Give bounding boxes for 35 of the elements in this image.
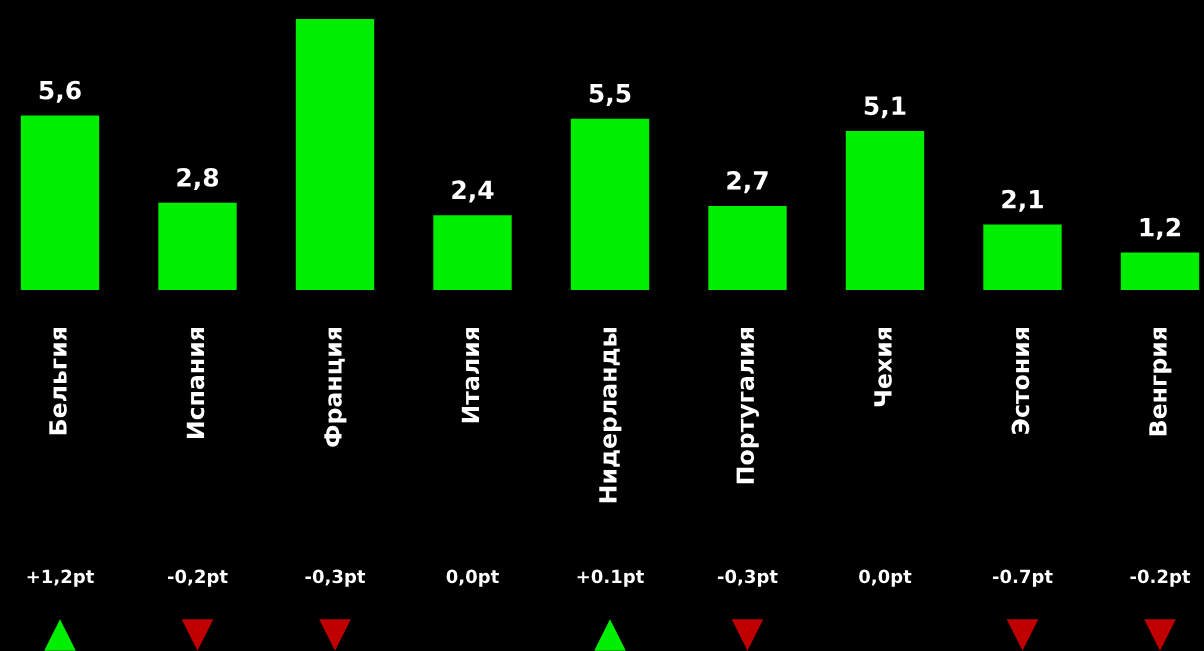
data-label: 5,5: [589, 84, 631, 106]
bar: [845, 131, 925, 290]
x-tick-label: Португалия: [736, 328, 759, 484]
text: 0,0pt: [446, 569, 499, 587]
bar: [20, 115, 100, 290]
x-tick-label: Чехия: [874, 328, 892, 407]
x-tick-label: Бельгия: [49, 328, 67, 435]
x-tick-label: Франция: [324, 328, 347, 447]
x-tick-label: Италия: [461, 328, 480, 423]
text: -0,3pt: [717, 569, 778, 587]
text: -0.2pt: [1130, 569, 1191, 587]
bar: [158, 202, 237, 290]
x-tick-label: Эстония: [1011, 328, 1030, 434]
data-label: 5,6: [39, 80, 81, 103]
data-label: 2,8: [177, 167, 219, 191]
bar: [295, 18, 375, 290]
text: -0,3pt: [305, 569, 366, 587]
text: -0,2pt: [167, 569, 228, 587]
data-label: 2,4: [452, 180, 494, 203]
bar: [570, 118, 650, 290]
x-tick-label: Испания: [186, 328, 205, 438]
data-label: 2,1: [1002, 189, 1043, 212]
bar: [433, 215, 512, 290]
bar: [1120, 252, 1200, 290]
data-label: 5,1: [864, 96, 906, 119]
x-tick-label: Венгрия: [1149, 328, 1172, 436]
bar: [708, 205, 787, 290]
data-label: 1,2: [1140, 217, 1180, 240]
text: +0.1pt: [577, 569, 644, 587]
text: +1,2pt: [27, 569, 94, 587]
data-label: 2,7: [727, 171, 768, 194]
x-tick-label: Нидерланды: [599, 328, 622, 503]
bar: [983, 224, 1062, 290]
text: 0,0pt: [859, 569, 912, 587]
text: -0.7pt: [992, 569, 1053, 587]
